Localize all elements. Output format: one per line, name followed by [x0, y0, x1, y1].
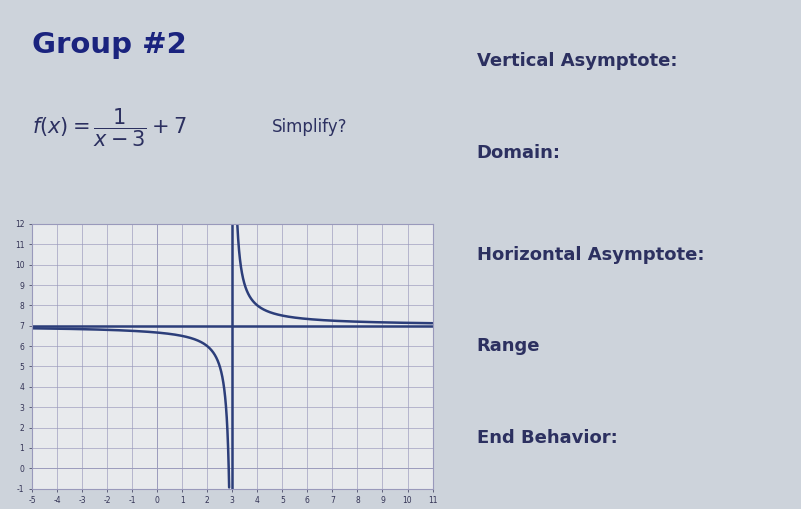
Text: Vertical Asymptote:: Vertical Asymptote: — [477, 52, 678, 70]
Text: Simplify?: Simplify? — [272, 118, 348, 136]
Text: Range: Range — [477, 337, 540, 355]
Text: Group #2: Group #2 — [32, 31, 187, 59]
Text: End Behavior:: End Behavior: — [477, 429, 618, 447]
Text: Horizontal Asymptote:: Horizontal Asymptote: — [477, 245, 704, 264]
Text: $f(x) = \dfrac{1}{x-3} + 7$: $f(x) = \dfrac{1}{x-3} + 7$ — [32, 106, 187, 149]
Text: Domain:: Domain: — [477, 144, 561, 162]
